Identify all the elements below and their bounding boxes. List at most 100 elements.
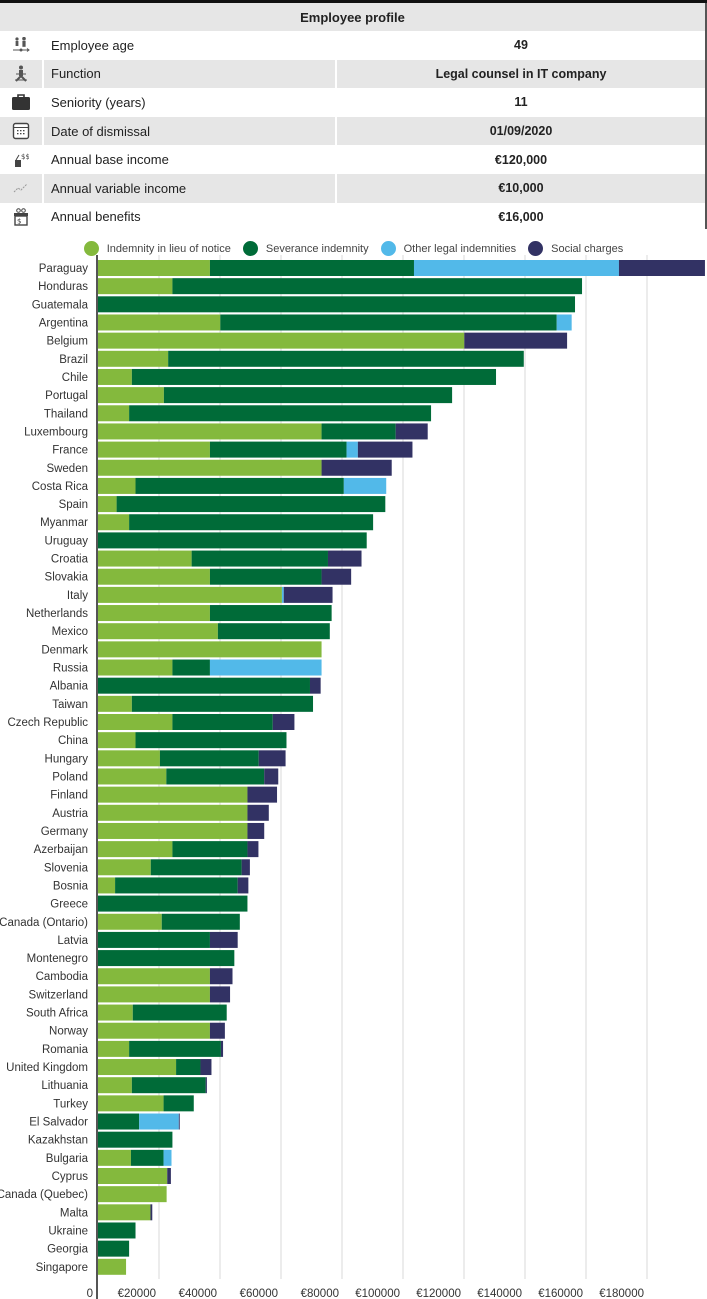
bar-segment[interactable]: Kazakhstan – Severance indemnity: €24400: [98, 1131, 173, 1148]
bar-segment[interactable]: El Salvador – Other legal indemnities: €…: [139, 1113, 179, 1130]
bar-segment[interactable]: Sweden – Indemnity in lieu of notice: €7…: [98, 459, 322, 476]
bar-segment[interactable]: Ukraine – Severance indemnity: €12300: [98, 1222, 136, 1239]
bar-segment[interactable]: Brazil – Severance indemnity: €116600: [168, 350, 524, 367]
bar-segment[interactable]: Poland – Social charges: €4600: [264, 768, 279, 785]
bar-segment[interactable]: Paraguay – Indemnity in lieu of notice: …: [98, 260, 210, 276]
bar-segment[interactable]: Canada (Ontario) – Severance indemnity: …: [161, 913, 240, 930]
legend-item[interactable]: Social charges: [528, 241, 623, 256]
bar-segment[interactable]: Taiwan – Indemnity in lieu of notice: €1…: [98, 695, 132, 712]
bar-segment[interactable]: Bosnia – Severance indemnity: €40200: [115, 877, 238, 894]
bar-segment[interactable]: Mexico – Severance indemnity: €36700: [217, 623, 330, 640]
bar-segment[interactable]: South Africa – Indemnity in lieu of noti…: [98, 1004, 133, 1021]
bar-segment[interactable]: Italy – Indemnity in lieu of notice: €60…: [98, 586, 282, 603]
bar-segment[interactable]: China – Indemnity in lieu of notice: €12…: [98, 732, 136, 749]
bar-segment[interactable]: Romania – Social charges: €700: [220, 1040, 224, 1057]
bar-segment[interactable]: Italy – Other legal indemnities: €600: [281, 586, 284, 603]
bar-segment[interactable]: Honduras – Severance indemnity: €134300: [172, 278, 583, 295]
bar-segment[interactable]: Argentina – Indemnity in lieu of notice:…: [98, 314, 221, 331]
bar-segment[interactable]: Paraguay – Severance indemnity: €66900: [209, 260, 414, 276]
bar-segment[interactable]: Costa Rica – Other legal indemnities: €1…: [343, 477, 387, 494]
bar-segment[interactable]: Switzerland – Social charges: €6600: [209, 986, 231, 1003]
bar-segment[interactable]: Costa Rica – Indemnity in lieu of notice…: [98, 477, 136, 494]
bar-segment[interactable]: Luxembourg – Severance indemnity: €24300: [321, 423, 396, 440]
bar-segment[interactable]: France – Social charges: €17900: [357, 441, 413, 458]
bar-segment[interactable]: United Kingdom – Indemnity in lieu of no…: [98, 1059, 177, 1076]
bar-segment[interactable]: Latvia – Social charges: €9100: [209, 931, 238, 948]
bar-segment[interactable]: Cyprus – Indemnity in lieu of notice: €2…: [98, 1168, 168, 1184]
bar-segment[interactable]: Hungary – Indemnity in lieu of notice: €…: [98, 750, 160, 767]
bar-segment[interactable]: Bosnia – Social charges: €3500: [237, 877, 249, 894]
bar-segment[interactable]: Slovakia – Indemnity in lieu of notice: …: [98, 568, 210, 585]
bar-segment[interactable]: Singapore – Indemnity in lieu of notice:…: [98, 1258, 127, 1275]
bar-segment[interactable]: Bulgaria – Indemnity in lieu of notice: …: [98, 1149, 131, 1166]
bar-segment[interactable]: Taiwan – Severance indemnity: €59400: [131, 695, 314, 712]
bar-segment[interactable]: Azerbaijan – Indemnity in lieu of notice…: [98, 841, 173, 858]
bar-segment[interactable]: Albania – Severance indemnity: €69500: [98, 677, 310, 694]
legend-item[interactable]: Indemnity in lieu of notice: [83, 241, 231, 256]
bar-segment[interactable]: Albania – Social charges: €3500: [309, 677, 321, 694]
bar-segment[interactable]: South Africa – Severance indemnity: €308…: [132, 1004, 227, 1021]
bar-segment[interactable]: Malta – Social charges: €600: [150, 1204, 153, 1221]
bar-segment[interactable]: Czech Republic – Indemnity in lieu of no…: [98, 714, 173, 730]
bar-segment[interactable]: France – Severance indemnity: €44800: [209, 441, 347, 458]
bar-segment[interactable]: Cambodia – Social charges: €7400: [209, 968, 233, 985]
bar-segment[interactable]: El Salvador – Severance indemnity: €1350…: [98, 1113, 140, 1130]
bar-segment[interactable]: Croatia – Severance indemnity: €44700: [191, 550, 328, 567]
bar-segment[interactable]: Belgium – Indemnity in lieu of notice: €…: [98, 332, 465, 349]
bar-segment[interactable]: Honduras – Indemnity in lieu of notice: …: [98, 278, 173, 295]
bar-segment[interactable]: Malta – Indemnity in lieu of notice: €17…: [98, 1204, 151, 1221]
bar-segment[interactable]: Costa Rica – Severance indemnity: €68300: [135, 477, 344, 494]
bar-segment[interactable]: Slovakia – Social charges: €9700: [321, 568, 352, 585]
bar-segment[interactable]: Argentina – Severance indemnity: €110300: [220, 314, 557, 331]
bar-segment[interactable]: Brazil – Indemnity in lieu of notice: €2…: [98, 350, 169, 367]
bar-segment[interactable]: Chile – Indemnity in lieu of notice: €11…: [98, 368, 132, 385]
bar-segment[interactable]: Canada (Ontario) – Indemnity in lieu of …: [98, 913, 162, 930]
bar-segment[interactable]: Montenegro – Severance indemnity: €44700: [98, 950, 235, 967]
legend-item[interactable]: Severance indemnity: [242, 241, 369, 256]
bar-segment[interactable]: Georgia – Severance indemnity: €10200: [98, 1240, 130, 1257]
bar-segment[interactable]: China – Severance indemnity: €49500: [135, 732, 287, 749]
bar-segment[interactable]: Guatemala – Severance indemnity: €156400: [98, 296, 576, 313]
bar-segment[interactable]: Luxembourg – Social charges: €10500: [395, 423, 428, 440]
bar-segment[interactable]: Hungary – Social charges: €8800: [258, 750, 286, 767]
bar-segment[interactable]: Mexico – Indemnity in lieu of notice: €3…: [98, 623, 218, 640]
bar-segment[interactable]: Thailand – Indemnity in lieu of notice: …: [98, 405, 130, 422]
bar-segment[interactable]: United Kingdom – Social charges: €3600: [200, 1059, 212, 1076]
bar-segment[interactable]: Turkey – Severance indemnity: €9900: [163, 1095, 194, 1112]
bar-segment[interactable]: France – Other legal indemnities: €3700: [346, 441, 358, 458]
bar-segment[interactable]: Portugal – Indemnity in lieu of notice: …: [98, 387, 164, 404]
bar-segment[interactable]: Canada (Quebec) – Indemnity in lieu of n…: [98, 1186, 167, 1203]
bar-segment[interactable]: Denmark – Indemnity in lieu of notice: €…: [98, 641, 322, 658]
bar-segment[interactable]: Chile – Severance indemnity: €119400: [131, 368, 497, 385]
bar-segment[interactable]: Slovenia – Social charges: €2700: [241, 859, 250, 876]
bar-segment[interactable]: Russia – Other legal indemnities: €36600: [209, 659, 322, 676]
bar-segment[interactable]: Spain – Indemnity in lieu of notice: €61…: [98, 496, 117, 513]
bar-segment[interactable]: Slovakia – Severance indemnity: €36600: [209, 568, 322, 585]
bar-segment[interactable]: Germany – Social charges: €5500: [247, 822, 265, 839]
bar-segment[interactable]: Austria – Social charges: €7000: [247, 804, 269, 821]
bar-segment[interactable]: France – Indemnity in lieu of notice: €3…: [98, 441, 210, 458]
bar-segment[interactable]: Myanmar – Severance indemnity: €80000: [129, 514, 374, 531]
bar-segment[interactable]: Turkey – Indemnity in lieu of notice: €2…: [98, 1095, 164, 1112]
bar-segment[interactable]: Slovenia – Severance indemnity: €29800: [150, 859, 242, 876]
bar-segment[interactable]: Norway – Social charges: €4900: [209, 1022, 225, 1039]
bar-segment[interactable]: Russia – Indemnity in lieu of notice: €2…: [98, 659, 173, 676]
bar-segment[interactable]: Switzerland – Indemnity in lieu of notic…: [98, 986, 210, 1003]
bar-segment[interactable]: Greece – Severance indemnity: €49000: [98, 895, 248, 912]
bar-segment[interactable]: Azerbaijan – Social charges: €3600: [247, 841, 259, 858]
bar-segment[interactable]: United Kingdom – Severance indemnity: €8…: [176, 1059, 201, 1076]
bar-segment[interactable]: Uruguay – Severance indemnity: €88100: [98, 532, 367, 549]
bar-segment[interactable]: Poland – Indemnity in lieu of notice: €2…: [98, 768, 167, 785]
bar-segment[interactable]: Spain – Severance indemnity: €88100: [116, 496, 386, 513]
bar-segment[interactable]: Croatia – Indemnity in lieu of notice: €…: [98, 550, 192, 567]
bar-segment[interactable]: Lithuania – Severance indemnity: €24200: [131, 1077, 206, 1094]
bar-segment[interactable]: Finland – Indemnity in lieu of notice: €…: [98, 786, 248, 803]
bar-segment[interactable]: Finland – Social charges: €9700: [247, 786, 278, 803]
bar-segment[interactable]: Romania – Severance indemnity: €30100: [129, 1040, 221, 1057]
bar-segment[interactable]: Luxembourg – Indemnity in lieu of notice…: [98, 423, 322, 440]
bar-segment[interactable]: Slovenia – Indemnity in lieu of notice: …: [98, 859, 151, 876]
bar-segment[interactable]: Poland – Severance indemnity: €32100: [166, 768, 265, 785]
bar-segment[interactable]: Austria – Indemnity in lieu of notice: €…: [98, 804, 248, 821]
bar-segment[interactable]: Czech Republic – Social charges: €7100: [272, 714, 295, 730]
bar-segment[interactable]: Bosnia – Indemnity in lieu of notice: €5…: [98, 877, 116, 894]
